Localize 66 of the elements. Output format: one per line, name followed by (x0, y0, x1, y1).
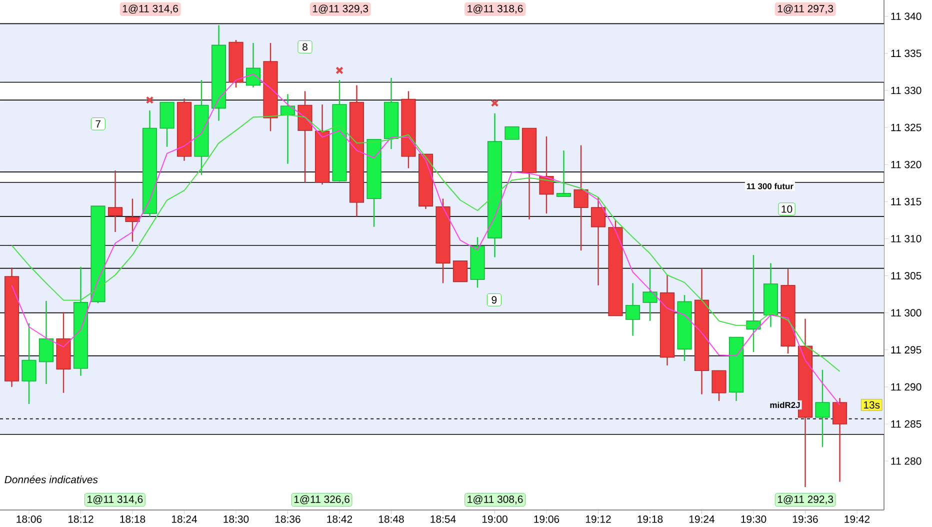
x-tick-label: 18:30 (224, 515, 249, 523)
x-tick-label: 19:00 (482, 515, 508, 523)
y-tick-label: 11 340 (891, 12, 922, 20)
x-tick-label: 18:54 (430, 515, 456, 523)
candlestick (108, 170, 123, 233)
annotation: 8 (302, 43, 308, 51)
candlestick (452, 260, 468, 282)
x-tick-label: 18:24 (172, 515, 198, 523)
x-tick-label: 18:42 (327, 515, 352, 523)
y-tick-label: 11 335 (891, 50, 922, 58)
annotation: 7 (96, 120, 100, 128)
candlestick (642, 268, 658, 322)
annotation: midR2J (770, 402, 800, 408)
annotation: 1@11 292,3 (778, 495, 834, 504)
annotation: 9 (492, 296, 497, 304)
x-tick-label: 19:30 (741, 515, 766, 523)
annotation: 13s (864, 401, 880, 409)
x-tick-label: 19:18 (638, 515, 663, 523)
candlestick (280, 94, 296, 164)
candlestick (625, 282, 640, 336)
candlestick (38, 300, 54, 385)
x-tick-label: 18:48 (378, 515, 404, 523)
candlestick (504, 126, 520, 140)
candlestick (125, 198, 140, 242)
y-tick-label: 11 310 (891, 234, 922, 242)
y-tick-label: 11 280 (891, 457, 922, 465)
annotation: 10 (782, 205, 792, 213)
x-tick-label: 18:18 (120, 515, 146, 523)
y-tick-label: 11 315 (891, 198, 922, 206)
annotation: 1@11 329,3 (312, 4, 368, 14)
annotation: 1@11 314,6 (122, 4, 178, 14)
candlestick (815, 369, 830, 448)
annotation: 1@11 318,6 (468, 4, 523, 14)
candlestick (539, 136, 554, 214)
x-tick-label: 19:12 (586, 515, 611, 523)
point (336, 66, 344, 74)
x-tick-label: 19:06 (534, 515, 560, 523)
candlestick (574, 144, 588, 252)
candlestick (712, 370, 726, 402)
y-tick-label: 11 300 (891, 309, 922, 317)
candlestick (832, 397, 848, 482)
annotation: 1@11 308,6 (468, 495, 523, 504)
x-tick-label: 19:36 (792, 515, 818, 523)
x-tick-label: 19:42 (844, 515, 870, 523)
annotation: 1@11 314,6 (88, 495, 143, 504)
x-tick-label: 18:06 (16, 515, 42, 523)
point (146, 96, 154, 104)
y-tick-label: 11 320 (891, 160, 922, 168)
candlestick (590, 196, 606, 286)
y-tick-label: 11 285 (891, 420, 922, 428)
y-tick-label: 11 295 (891, 346, 922, 354)
y-tick-label: 11 330 (891, 86, 922, 94)
y-tick-label: 11 290 (891, 383, 922, 391)
candlestick (246, 42, 261, 88)
x-tick-label: 18:36 (275, 515, 300, 523)
y-tick-label: 11 325 (891, 124, 922, 132)
point (490, 99, 499, 107)
x-tick-label: 18:12 (68, 515, 94, 523)
x-tick-label: 19:24 (689, 515, 715, 523)
annotation: Données indicatives (4, 475, 98, 484)
annotation: 11 300 futur (746, 183, 794, 190)
annotation: 1@11 297,3 (778, 4, 834, 14)
y-tick-label: 11 305 (891, 272, 922, 280)
candlestick (22, 322, 36, 405)
candlestick (556, 150, 572, 198)
annotation: 1@11 326,6 (294, 495, 350, 504)
